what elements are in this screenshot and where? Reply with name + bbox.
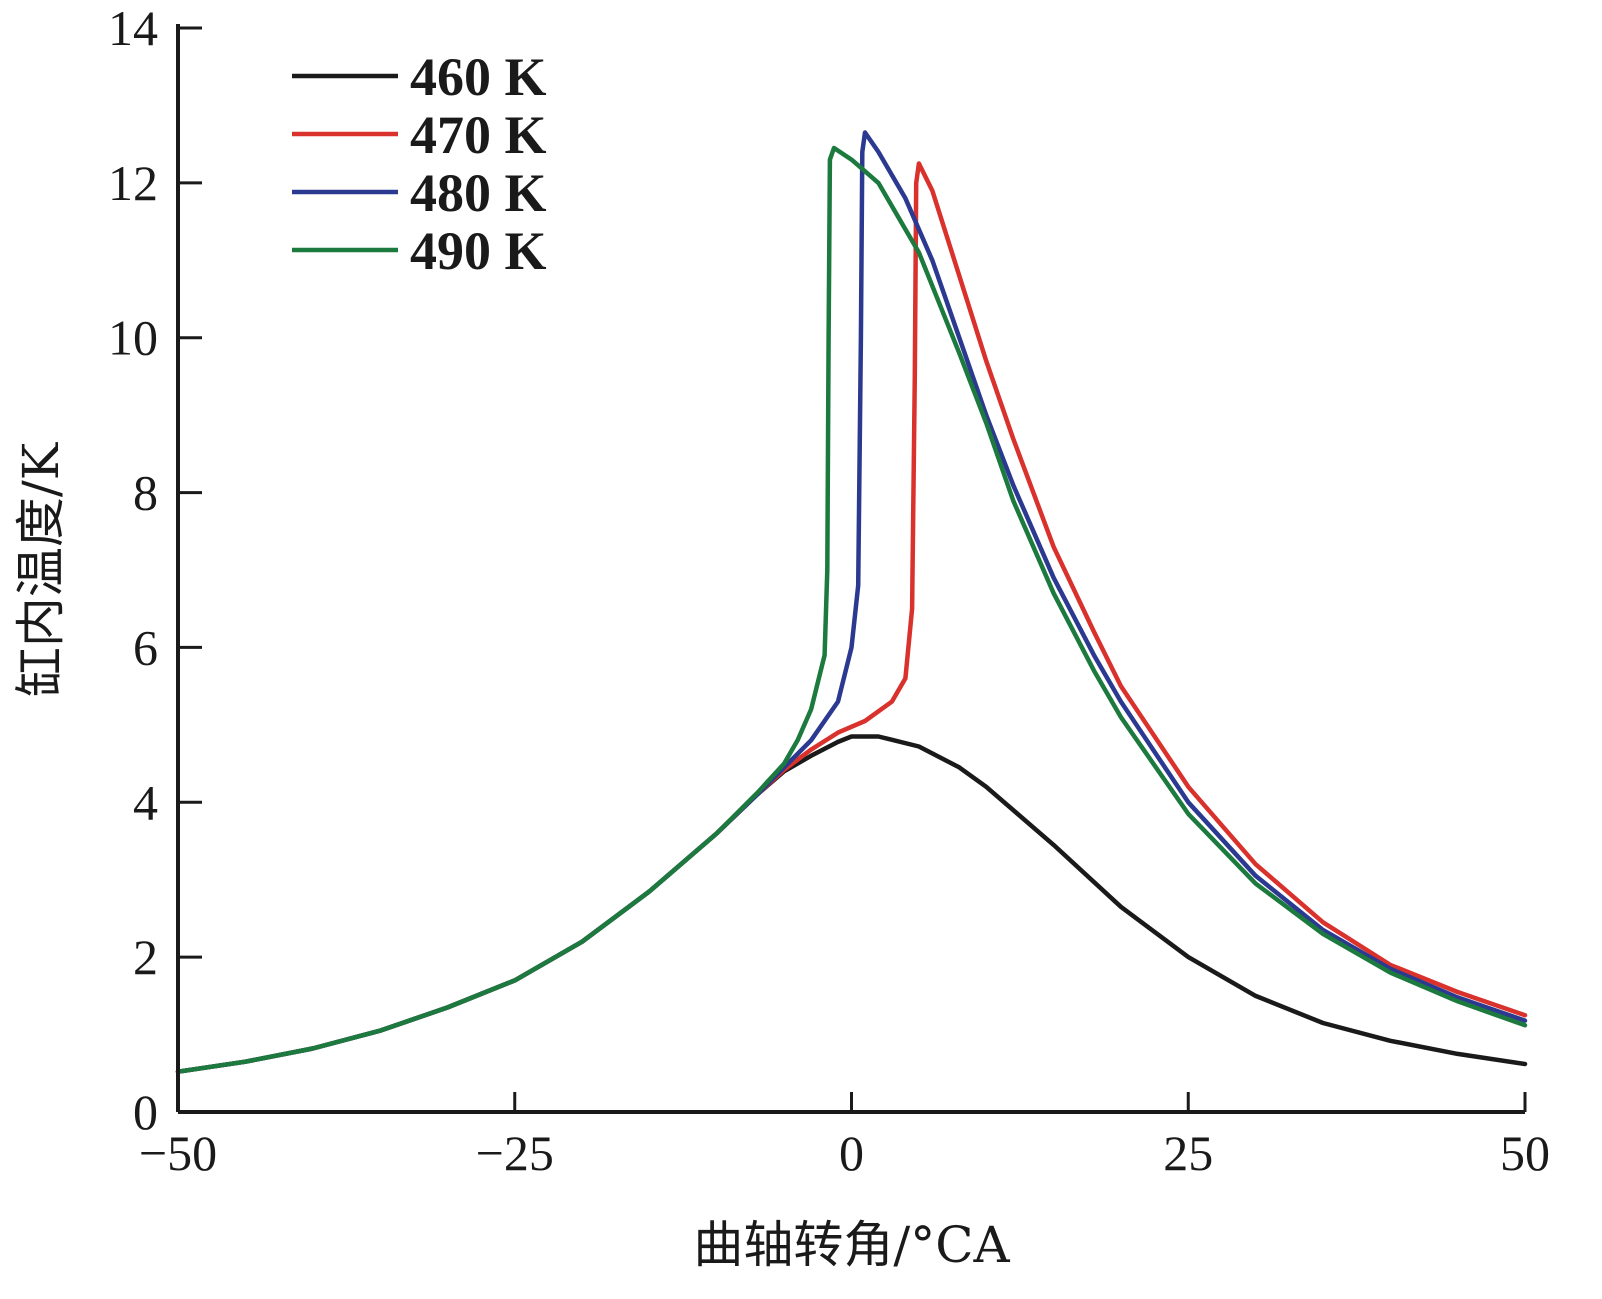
axes (176, 24, 1525, 1114)
x-tick-label: 25 (1163, 1125, 1213, 1181)
legend-label: 460 K (410, 47, 547, 107)
y-tick-label: 8 (133, 465, 158, 521)
x-tick-label: 50 (1500, 1125, 1550, 1181)
tick-labels: −50 −25 0 25 50 0 2 4 6 8 10 12 14 (108, 0, 1550, 1181)
y-tick-label: 6 (133, 619, 158, 675)
y-tick-label: 0 (133, 1084, 158, 1140)
x-tick-label: 0 (839, 1125, 864, 1181)
series-line-3 (175, 145, 1528, 1074)
series-lines (175, 130, 1528, 1074)
y-axis-title: 缸内温度/K (12, 441, 70, 697)
y-tick-label: 12 (108, 155, 158, 211)
y-tick-label: 14 (108, 0, 158, 56)
legend-label: 470 K (410, 105, 547, 165)
legend-label: 490 K (410, 221, 547, 281)
series-line-2 (175, 130, 1528, 1074)
tick-marks (176, 26, 1527, 1114)
x-tick-label: −50 (139, 1125, 217, 1181)
x-axis-title: 曲轴转角/°CA (693, 1216, 1010, 1274)
y-tick-label: 2 (133, 929, 158, 985)
legend-label: 480 K (410, 163, 547, 223)
x-tick-label: −25 (476, 1125, 554, 1181)
series-line-0 (175, 734, 1528, 1074)
y-tick-label: 4 (133, 774, 158, 830)
y-tick-label: 10 (108, 310, 158, 366)
